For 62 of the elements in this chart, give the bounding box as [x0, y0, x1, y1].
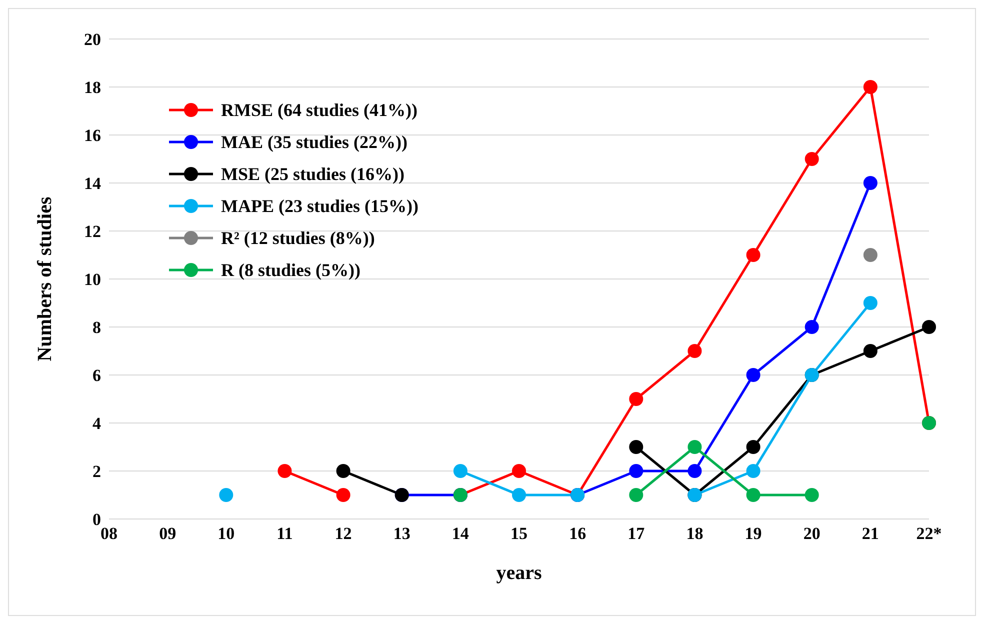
point: [688, 344, 702, 358]
point: [804, 320, 819, 334]
point: [219, 488, 234, 502]
point: [278, 464, 292, 478]
point: [863, 176, 878, 190]
point: [863, 80, 878, 94]
point: [746, 488, 760, 502]
x-tick-label: 22*: [916, 524, 942, 544]
y-tick-label: 4: [92, 414, 102, 434]
x-tick-label: 21: [862, 524, 879, 544]
point: [336, 464, 350, 478]
y-tick-label: 16: [84, 126, 101, 146]
y-tick-label: 10: [84, 270, 101, 290]
x-tick-label: 20: [803, 524, 820, 544]
y-tick-label: 20: [84, 30, 101, 50]
legend-label: MSE (25 studies (16%)): [221, 164, 404, 184]
x-tick-label: 09: [159, 524, 176, 544]
x-tick-label: 14: [452, 524, 470, 544]
point: [512, 488, 526, 502]
x-tick-label: 17: [628, 524, 646, 544]
x-tick-label: 13: [393, 524, 410, 544]
point: [629, 392, 644, 406]
y-axis-title: Numbers of studies: [34, 196, 56, 362]
point: [336, 488, 350, 502]
y-tick-label: 0: [92, 510, 101, 530]
legend-label: RMSE (64 studies (41%)): [221, 100, 418, 120]
point: [804, 488, 819, 502]
x-tick-label: 11: [276, 524, 293, 544]
point: [629, 464, 644, 478]
point: [746, 440, 760, 454]
y-tick-label: 18: [84, 78, 101, 98]
x-tick-label: 10: [218, 524, 235, 544]
y-tick-label: 14: [84, 174, 102, 194]
point: [629, 440, 644, 454]
point: [863, 248, 878, 262]
y-tick-label: 2: [92, 462, 101, 482]
x-tick-label: 19: [744, 524, 762, 544]
y-tick-label: 6: [92, 366, 101, 386]
x-tick-label: 08: [100, 524, 118, 544]
point: [688, 464, 702, 478]
x-tick-label: 16: [569, 524, 586, 544]
y-tick-label: 8: [92, 318, 101, 338]
point: [804, 152, 819, 166]
point: [453, 464, 468, 478]
point: [746, 368, 760, 382]
x-tick-label: 18: [686, 524, 704, 544]
x-tick-label: 15: [510, 524, 528, 544]
point: [688, 440, 702, 454]
point: [746, 464, 760, 478]
point: [863, 296, 878, 310]
point: [863, 344, 878, 358]
point: [746, 248, 760, 262]
y-tick-label: 12: [84, 222, 101, 242]
legend-label: MAPE (23 studies (15%)): [221, 196, 418, 216]
x-axis-title: years: [496, 562, 542, 584]
legend-label: MAE (35 studies (22%)): [221, 132, 408, 152]
x-tick-label: 12: [334, 524, 352, 544]
point: [512, 464, 526, 478]
point: [922, 320, 936, 334]
legend-label: R (8 studies (5%)): [221, 260, 360, 280]
legend-label: R² (12 studies (8%)): [221, 228, 375, 248]
point: [629, 488, 644, 502]
